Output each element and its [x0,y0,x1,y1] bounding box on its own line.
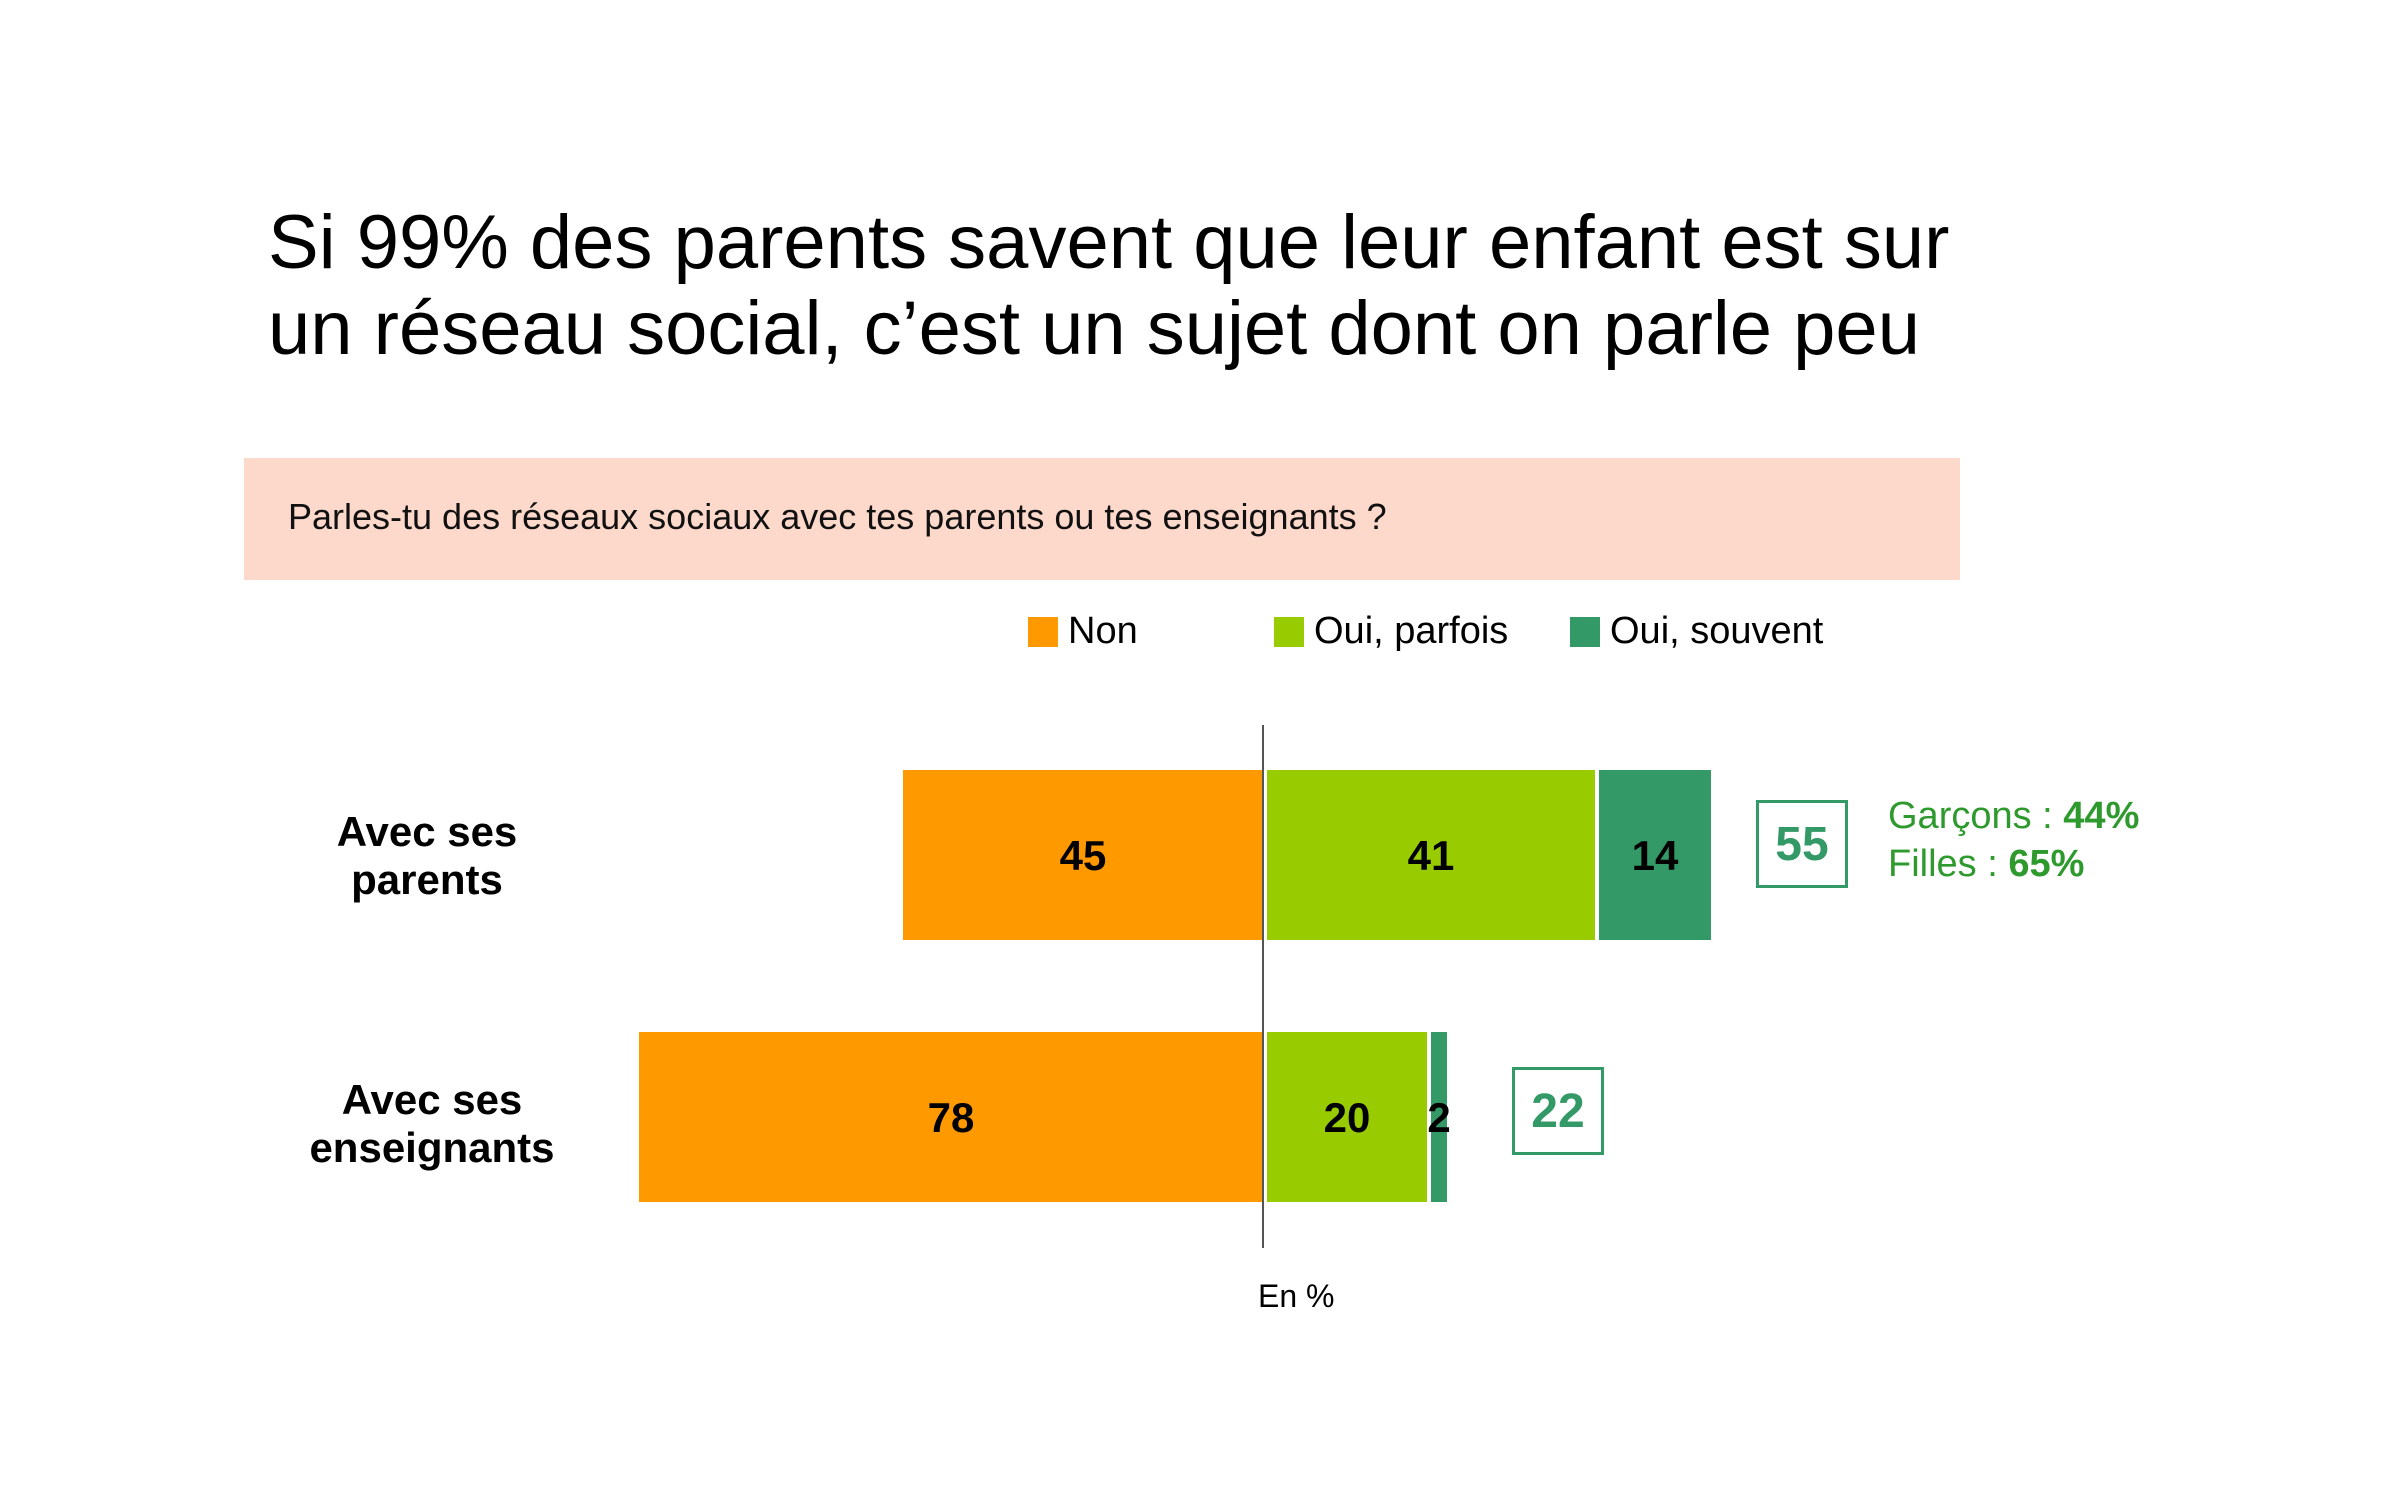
bar-non-enseignants [639,1032,1263,1202]
category-label-parents: Avec ses parents [247,808,607,904]
annotation-garcons: Garçons : 44% [1888,792,2139,840]
category-label-enseignants-line1: Avec ses [341,1076,523,1123]
category-label-parents-line2: parents [351,856,503,903]
question-text: Parles-tu des réseaux sociaux avec tes p… [288,496,1387,537]
title-line-2: un réseau social, c’est un sujet dont on… [268,286,1920,371]
annotation-filles-label: Filles : [1888,843,1998,885]
data-label-non-enseignants: 78 [928,1094,975,1141]
total-value-parents: 55 [1775,817,1829,871]
legend-item-non: Non [1028,610,1138,653]
data-label-oui-parfois-parents: 41 [1408,832,1455,879]
gender-annotation: Garçons : 44% Filles : 65% [1888,792,2139,888]
annotation-filles-value: 65% [2008,843,2085,885]
title-line-1: Si 99% des parents savent que leur enfan… [268,200,1950,285]
legend: Non Oui, parfois Oui, souvent [0,610,2397,660]
data-label-non-parents: 45 [1060,832,1107,879]
legend-item-oui-parfois: Oui, parfois [1274,610,1508,653]
legend-label-oui-parfois: Oui, parfois [1314,610,1509,652]
bar-oui-parfois-parents [1267,770,1595,940]
legend-swatch-oui-souvent [1570,616,1600,647]
bar-oui-parfois-enseignants [1267,1032,1427,1202]
legend-swatch-oui-parfois [1274,616,1304,647]
data-label-oui-parfois-enseignants: 20 [1324,1094,1371,1141]
annotation-garcons-label: Garçons : [1888,795,2053,837]
data-label-oui-souvent-parents: 14 [1632,832,1679,879]
bar-non-parents [903,770,1263,940]
chart-title: Si 99% des parents savent que leur enfan… [268,200,2168,372]
bar-oui-souvent-parents [1599,770,1711,940]
category-label-parents-line1: Avec ses [336,808,518,855]
total-value-enseignants: 22 [1531,1084,1585,1138]
category-label-enseignants: Avec ses enseignants [252,1076,612,1172]
data-label-oui-souvent-enseignants: 2 [1427,1094,1450,1141]
legend-item-oui-souvent: Oui, souvent [1570,610,1823,653]
question-box: Parles-tu des réseaux sociaux avec tes p… [244,458,1960,580]
annotation-filles: Filles : 65% [1888,840,2139,888]
legend-label-oui-souvent: Oui, souvent [1610,610,1824,652]
annotation-garcons-value: 44% [2063,795,2140,837]
total-box-enseignants: 22 [1512,1067,1604,1155]
total-box-parents: 55 [1756,800,1848,888]
legend-label-non: Non [1068,610,1138,652]
category-label-enseignants-line2: enseignants [309,1124,555,1171]
legend-swatch-non [1028,616,1058,647]
bar-oui-souvent-enseignants [1431,1032,1447,1202]
unit-footnote: En % [1258,1278,1335,1314]
